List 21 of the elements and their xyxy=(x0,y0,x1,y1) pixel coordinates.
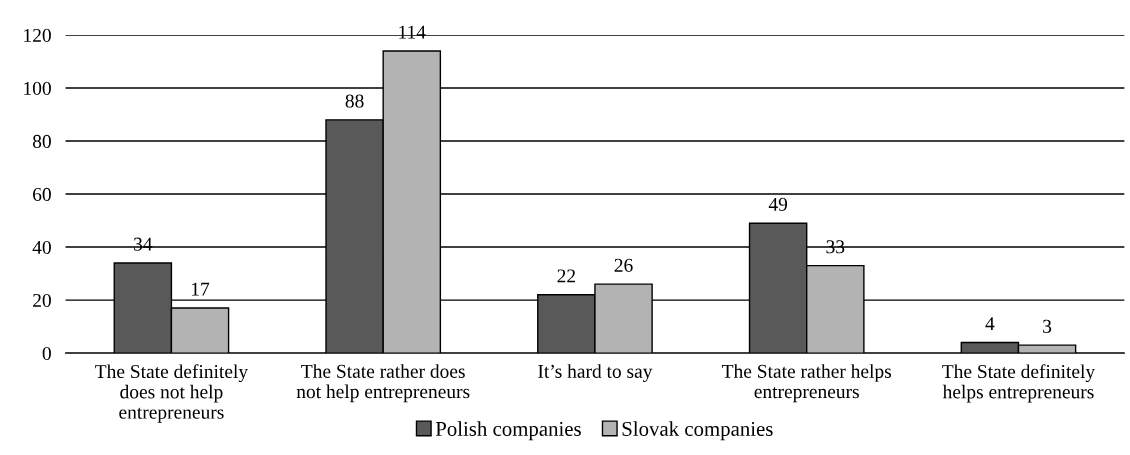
y-tick-label: 40 xyxy=(32,240,51,254)
y-tick-label: 20 xyxy=(33,293,51,308)
x-tick-label: The State rather helps entrepreneurs xyxy=(722,364,892,403)
data-label: 22 xyxy=(557,269,576,283)
x-tick-label: The State definitely does not help entrepreneurs xyxy=(95,364,249,423)
legend-label: Slovak companies xyxy=(622,421,773,441)
data-label: 88 xyxy=(345,94,364,108)
x-tick-label: The State rather does not help entrepreneurs xyxy=(296,364,470,403)
x-tick-label: The State definitely helps entrepreneurs xyxy=(942,364,1096,403)
data-label: 17 xyxy=(192,282,210,296)
y-tick-label: 0 xyxy=(42,346,51,361)
data-label: 3 xyxy=(1043,319,1052,333)
y-tick-label: 100 xyxy=(24,81,51,95)
data-label: 4 xyxy=(985,317,995,330)
legend-label: Polish companies xyxy=(435,421,581,441)
data-label: 26 xyxy=(614,258,633,272)
y-tick-label: 60 xyxy=(33,187,51,201)
data-label: 49 xyxy=(768,197,788,211)
y-tick-label: 80 xyxy=(32,134,51,148)
x-tick-label: It’s hard to say xyxy=(538,364,653,382)
y-tick-label: 120 xyxy=(24,28,51,42)
